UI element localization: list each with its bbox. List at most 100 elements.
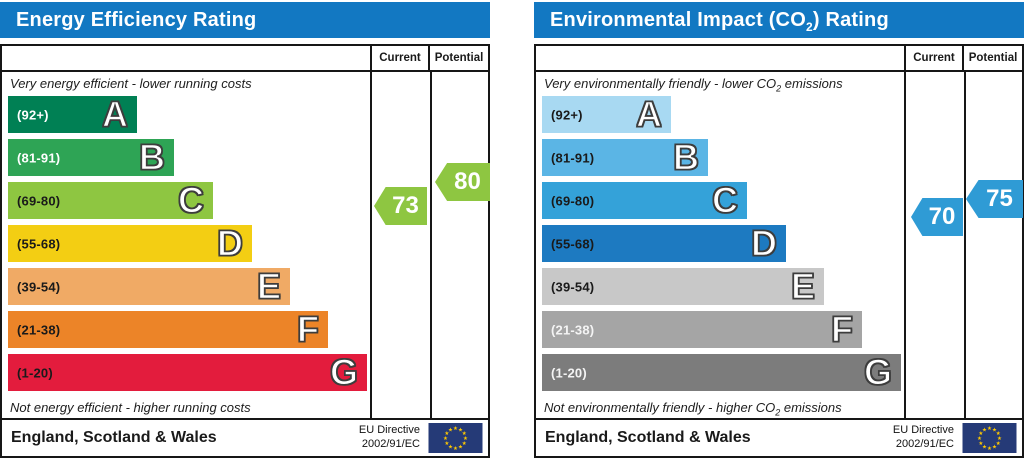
- bottom-note: Not environmentally friendly - higher CO…: [544, 400, 842, 418]
- band-range-label: (55-68): [17, 236, 61, 251]
- svg-text:★: ★: [992, 427, 997, 433]
- svg-text:★: ★: [987, 426, 992, 432]
- band-f: (21-38) F: [542, 307, 862, 349]
- svg-text:★: ★: [453, 446, 458, 452]
- svg-text:★: ★: [458, 445, 463, 451]
- current-rating-value: 73: [392, 192, 419, 219]
- band-grade-letter: B: [138, 135, 166, 177]
- panel-title-subscript: 2: [805, 20, 813, 34]
- svg-text:★: ★: [463, 436, 468, 442]
- potential-rating-value: 75: [986, 185, 1013, 212]
- svg-text:★: ★: [444, 431, 449, 437]
- band-b: (81-91) B: [542, 135, 708, 177]
- svg-text:★: ★: [444, 441, 449, 447]
- potential-rating-indicator: 75: [966, 180, 1023, 218]
- footer-row: England, Scotland & Wales EU Directive 2…: [536, 418, 1022, 456]
- header-spacer-cell: [536, 46, 904, 70]
- band-grade-letter: C: [711, 178, 739, 220]
- potential-rating-indicator: 80: [435, 163, 490, 201]
- band-list: (92+) A (81-91) B (69-80) C (55-68) D (3…: [2, 92, 488, 392]
- band-grade-letter: A: [101, 92, 129, 134]
- band-grade-letter: C: [177, 178, 205, 220]
- band-range-label: (1-20): [17, 365, 53, 380]
- band-grade-letter: D: [750, 221, 778, 263]
- band-grade-letter: F: [830, 307, 854, 349]
- eu-directive-label: EU Directive 2002/91/EC: [892, 424, 954, 450]
- environmental-impact-panel: Environmental Impact (CO2) Rating Curren…: [534, 0, 1024, 460]
- band-a: (92+) A: [542, 92, 671, 134]
- svg-text:★: ★: [987, 446, 992, 452]
- band-d: (55-68) D: [8, 221, 252, 263]
- current-column-divider: [370, 72, 372, 418]
- svg-text:★: ★: [462, 431, 467, 437]
- svg-text:★: ★: [448, 445, 453, 451]
- svg-text:★: ★: [443, 436, 448, 442]
- svg-text:★: ★: [996, 441, 1001, 447]
- band-list: (92+) A (81-91) B (69-80) C (55-68) D (3…: [536, 92, 1022, 392]
- band-range-label: (1-20): [551, 365, 587, 380]
- top-note: Very energy efficient - lower running co…: [10, 76, 252, 91]
- column-header-row: Current Potential: [536, 46, 1022, 72]
- band-c: (69-80) C: [542, 178, 747, 220]
- band-f: (21-38) F: [8, 307, 328, 349]
- band-e: (39-54) E: [542, 264, 824, 306]
- svg-text:★: ★: [977, 436, 982, 442]
- band-grade-letter: A: [635, 92, 663, 134]
- svg-text:★: ★: [982, 445, 987, 451]
- svg-text:★: ★: [992, 445, 997, 451]
- svg-text:★: ★: [453, 426, 458, 432]
- current-rating-indicator: 70: [911, 198, 963, 236]
- current-column-header: Current: [370, 46, 428, 70]
- band-grade-letter: G: [863, 350, 893, 392]
- current-column-header: Current: [904, 46, 962, 70]
- band-range-label: (39-54): [17, 279, 61, 294]
- band-grade-letter: E: [256, 264, 282, 306]
- band-d: (55-68) D: [542, 221, 786, 263]
- svg-text:★: ★: [978, 431, 983, 437]
- band-range-label: (39-54): [551, 279, 595, 294]
- eu-flag-icon: ★ ★★ ★★★ ★★★ ★★★: [962, 423, 1017, 453]
- current-rating-indicator: 73: [374, 187, 427, 225]
- band-grade-letter: G: [329, 350, 359, 392]
- current-rating-value: 70: [928, 203, 956, 230]
- rating-table: Current Potential Very environmentally f…: [534, 44, 1024, 458]
- svg-text:★: ★: [458, 427, 463, 433]
- column-header-row: Current Potential: [2, 46, 488, 72]
- panel-title: Energy Efficiency Rating: [0, 2, 490, 38]
- band-grade-letter: B: [672, 135, 700, 177]
- potential-column-divider: [964, 72, 966, 418]
- rating-table: Current Potential Very energy efficient …: [0, 44, 490, 458]
- band-b: (81-91) B: [8, 135, 174, 177]
- band-g: (1-20) G: [8, 350, 367, 392]
- eu-flag-icon: ★ ★★ ★★★ ★★★ ★★★: [428, 423, 483, 453]
- svg-text:★: ★: [996, 431, 1001, 437]
- band-a: (92+) A: [8, 92, 137, 134]
- svg-text:★: ★: [462, 441, 467, 447]
- band-range-label: (69-80): [17, 193, 61, 208]
- band-range-label: (92+): [17, 107, 49, 122]
- panel-title-text: Energy Efficiency Rating: [16, 9, 257, 31]
- band-range-label: (92+): [551, 107, 583, 122]
- svg-text:★: ★: [978, 441, 983, 447]
- footer-row: England, Scotland & Wales EU Directive 2…: [2, 418, 488, 456]
- band-range-label: (81-91): [17, 150, 61, 165]
- svg-text:★: ★: [997, 436, 1002, 442]
- rating-scale-area: Very environmentally friendly - lower CO…: [536, 72, 1023, 418]
- band-grade-letter: F: [296, 307, 320, 349]
- band-grade-letter: E: [790, 264, 816, 306]
- band-range-label: (81-91): [551, 150, 595, 165]
- potential-column-divider: [430, 72, 432, 418]
- header-spacer-cell: [2, 46, 370, 70]
- band-range-label: (21-38): [17, 322, 61, 337]
- panel-title: Environmental Impact (CO2) Rating: [534, 2, 1024, 38]
- band-e: (39-54) E: [8, 264, 290, 306]
- band-range-label: (69-80): [551, 193, 595, 208]
- top-note: Very environmentally friendly - lower CO…: [544, 76, 843, 94]
- band-g: (1-20) G: [542, 350, 901, 392]
- eu-directive-label: EU Directive 2002/91/EC: [358, 424, 420, 450]
- band-c: (69-80) C: [8, 178, 213, 220]
- potential-column-header: Potential: [962, 46, 1022, 70]
- band-grade-letter: D: [216, 221, 244, 263]
- rating-scale-area: Very energy efficient - lower running co…: [2, 72, 490, 418]
- potential-rating-value: 80: [454, 168, 481, 195]
